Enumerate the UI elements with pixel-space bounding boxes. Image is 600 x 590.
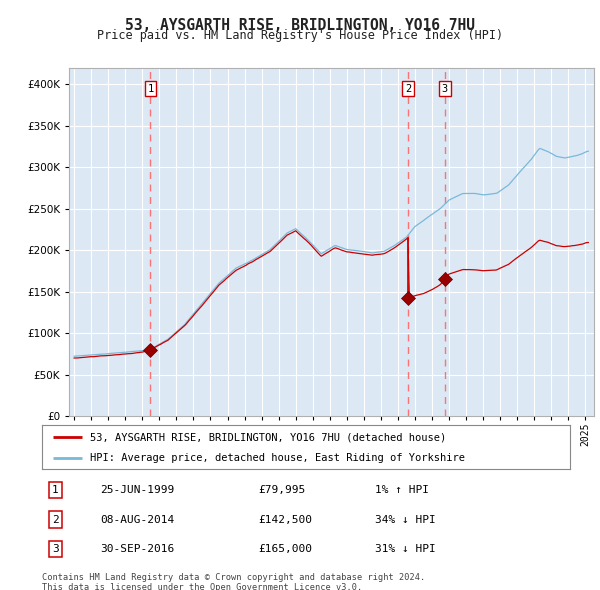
Text: £79,995: £79,995 bbox=[259, 486, 306, 495]
Text: Contains HM Land Registry data © Crown copyright and database right 2024.: Contains HM Land Registry data © Crown c… bbox=[42, 573, 425, 582]
Text: 31% ↓ HPI: 31% ↓ HPI bbox=[374, 544, 436, 554]
Text: HPI: Average price, detached house, East Riding of Yorkshire: HPI: Average price, detached house, East… bbox=[89, 453, 464, 463]
Text: 53, AYSGARTH RISE, BRIDLINGTON, YO16 7HU (detached house): 53, AYSGARTH RISE, BRIDLINGTON, YO16 7HU… bbox=[89, 432, 446, 442]
Text: 3: 3 bbox=[52, 544, 59, 554]
Text: 3: 3 bbox=[442, 84, 448, 94]
Text: This data is licensed under the Open Government Licence v3.0.: This data is licensed under the Open Gov… bbox=[42, 583, 362, 590]
Text: 53, AYSGARTH RISE, BRIDLINGTON, YO16 7HU: 53, AYSGARTH RISE, BRIDLINGTON, YO16 7HU bbox=[125, 18, 475, 32]
Text: 2: 2 bbox=[52, 514, 59, 525]
Text: 1: 1 bbox=[52, 486, 59, 495]
Text: 34% ↓ HPI: 34% ↓ HPI bbox=[374, 514, 436, 525]
Text: 25-JUN-1999: 25-JUN-1999 bbox=[100, 486, 175, 495]
Text: £142,500: £142,500 bbox=[259, 514, 313, 525]
Text: 2: 2 bbox=[405, 84, 412, 94]
Text: 08-AUG-2014: 08-AUG-2014 bbox=[100, 514, 175, 525]
Text: 1% ↑ HPI: 1% ↑ HPI bbox=[374, 486, 428, 495]
Text: Price paid vs. HM Land Registry's House Price Index (HPI): Price paid vs. HM Land Registry's House … bbox=[97, 29, 503, 42]
Text: £165,000: £165,000 bbox=[259, 544, 313, 554]
Text: 30-SEP-2016: 30-SEP-2016 bbox=[100, 544, 175, 554]
Text: 1: 1 bbox=[148, 84, 154, 94]
